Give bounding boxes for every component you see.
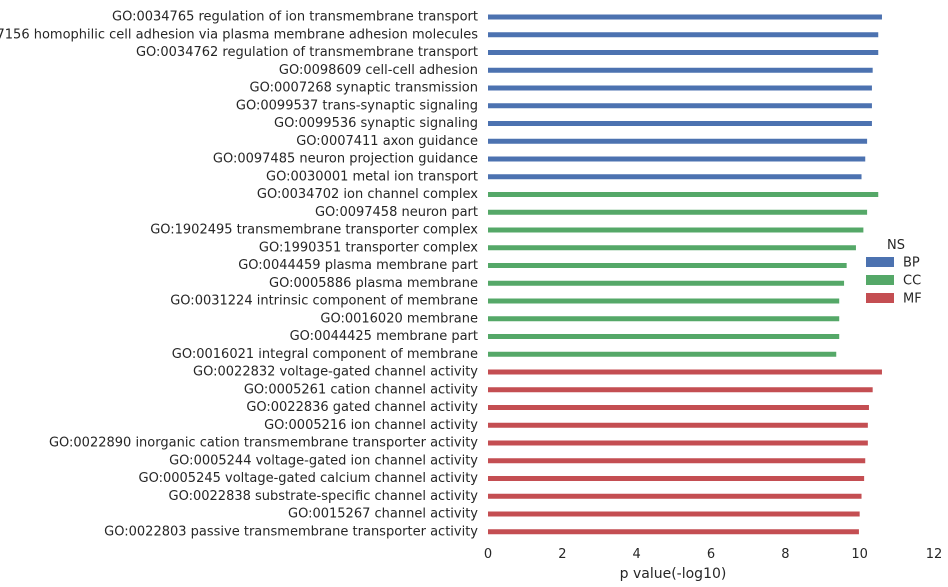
bar	[488, 280, 845, 286]
bar	[488, 511, 860, 517]
category-label: GO:1902495 transmembrane transporter com…	[150, 223, 478, 238]
bar	[488, 529, 859, 535]
bar	[488, 121, 872, 126]
category-label: GO:0098609 cell-cell adhesion	[279, 63, 478, 78]
category-label: GO:0007411 axon guidance	[296, 134, 478, 149]
bar	[488, 14, 882, 20]
bar	[488, 440, 868, 446]
bar	[488, 422, 868, 428]
legend-swatch	[866, 257, 894, 267]
bar	[488, 156, 866, 162]
category-label: GO:0099537 trans-synaptic signaling	[236, 98, 478, 113]
category-label: GO:0015267 channel activity	[288, 507, 478, 522]
category-label: GO:0005245 voltage-gated calcium channel…	[139, 471, 479, 486]
category-label: GO:0022803 passive transmembrane transpo…	[104, 524, 478, 539]
bar	[488, 263, 847, 268]
category-label: GO:0022838 substrate-specific channel ac…	[169, 489, 479, 504]
category-label: GO:0016020 membrane	[320, 311, 478, 326]
category-labels: GO:0034765 regulation of ion transmembra…	[0, 10, 478, 540]
legend-title: NS	[887, 238, 905, 253]
x-tick-label: 6	[707, 547, 715, 562]
bar	[488, 387, 873, 393]
category-label: GO:0099536 synaptic signaling	[274, 116, 478, 131]
category-label: GO:0005244 voltage-gated ion channel act…	[169, 453, 478, 468]
legend-label: BP	[903, 256, 920, 271]
bar	[488, 192, 879, 197]
bar	[488, 245, 856, 251]
category-label: GO:0030001 metal ion transport	[266, 169, 478, 184]
bar	[488, 458, 866, 464]
bar	[488, 174, 862, 180]
category-label: GO:0022832 voltage-gated channel activit…	[193, 365, 478, 380]
bar	[488, 316, 840, 322]
category-label: GO:0022836 gated channel activity	[246, 400, 478, 415]
bar	[488, 227, 864, 233]
x-tick-label: 0	[484, 547, 492, 562]
bar	[488, 298, 840, 304]
category-label: GO:0022890 inorganic cation transmembran…	[49, 436, 478, 451]
category-label: GO:1990351 transporter complex	[259, 240, 478, 255]
bar	[488, 476, 865, 481]
bar	[488, 209, 868, 215]
category-label: GO:0097458 neuron part	[315, 205, 478, 220]
bar	[488, 405, 869, 410]
bar	[488, 369, 882, 375]
bar	[488, 85, 872, 91]
bar	[488, 32, 879, 38]
category-label: GO:0034762 regulation of transmembrane t…	[136, 45, 478, 60]
legend-label: CC	[903, 274, 921, 289]
legend-label: MF	[903, 292, 922, 307]
x-tick-label: 8	[781, 547, 789, 562]
category-label: GO:0005886 plasma membrane	[269, 276, 478, 291]
bars-layer	[488, 14, 882, 535]
category-label: GO:0005261 cation channel activity	[244, 382, 478, 397]
bar	[488, 334, 840, 339]
x-tick-label: 10	[851, 547, 868, 562]
bar	[488, 138, 868, 144]
x-tick-label: 2	[558, 547, 566, 562]
category-label: GO:0005216 ion channel activity	[264, 418, 478, 433]
legend-swatch	[866, 275, 894, 285]
legend: NS BP CC MF	[866, 238, 922, 307]
bar	[488, 103, 872, 109]
x-tick-label: 12	[926, 547, 943, 562]
bar	[488, 351, 837, 357]
category-label: GO:0007268 synaptic transmission	[250, 81, 478, 96]
x-tick-label: 4	[633, 547, 641, 562]
category-label: GO:0034765 regulation of ion transmembra…	[112, 10, 478, 25]
category-label: GO:0007156 homophilic cell adhesion via …	[0, 27, 478, 42]
category-label: GO:0044459 plasma membrane part	[238, 258, 478, 273]
bar	[488, 50, 879, 55]
x-axis-label: p value(-log10)	[620, 566, 727, 582]
category-label: GO:0031224 intrinsic component of membra…	[170, 294, 478, 309]
category-label: GO:0016021 integral component of membran…	[172, 347, 478, 362]
category-label: GO:0097485 neuron projection guidance	[213, 152, 478, 167]
legend-items: BP CC MF	[866, 256, 922, 307]
bar	[488, 67, 873, 73]
bar	[488, 493, 862, 499]
legend-swatch	[866, 293, 894, 303]
x-axis: 0 2 4 6 8 10 12	[484, 547, 942, 562]
category-label: GO:0044425 membrane part	[290, 329, 478, 344]
category-label: GO:0034702 ion channel complex	[257, 187, 478, 202]
